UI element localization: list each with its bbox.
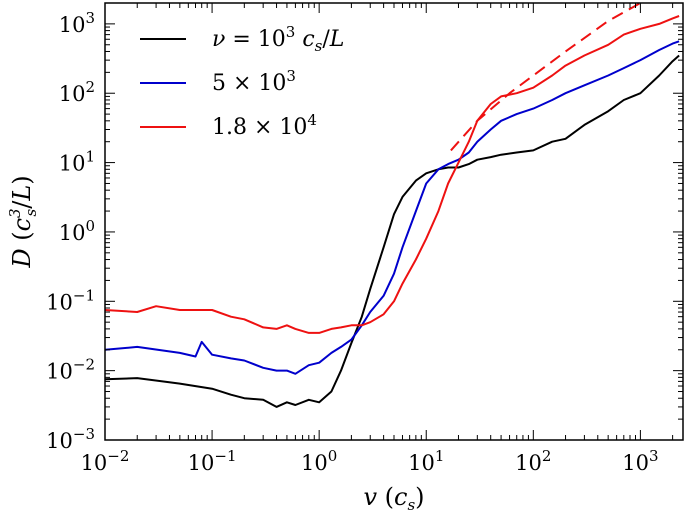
x-tick-label: 10−2 (81, 447, 130, 475)
ticks-layer (104, 2, 683, 441)
y-tick-label: 100 (59, 217, 95, 245)
legend-label-1: 5 × 103 (212, 67, 296, 96)
tick-label-layer: 10−2 10−1 100 101 102 10310−310−210−110010110… (46, 9, 658, 475)
y-tick-label: 10−2 (46, 356, 95, 384)
y-tick-label: 10−3 (46, 425, 95, 453)
series-layer (105, 3, 680, 408)
x-tick-label: 103 (622, 447, 658, 475)
x-tick-label: 101 (408, 447, 444, 475)
y-tick-label: 10−1 (46, 286, 95, 314)
series-fit-line (450, 3, 643, 152)
x-tick-label: 100 (301, 447, 337, 475)
legend: ν = 103 cs/L 5 × 103 1.8 × 104 (140, 23, 344, 140)
legend-label-2: 1.8 × 104 (212, 111, 317, 140)
y-axis-label: D (c3s/L) (6, 175, 40, 268)
y-tick-label: 101 (59, 148, 95, 176)
x-axis-label: v (cs) (363, 483, 424, 514)
series-line-0 (105, 54, 680, 408)
plot-frame (104, 2, 684, 441)
x-tick-label: 102 (515, 447, 551, 475)
x-tick-label: 10−1 (188, 447, 237, 475)
y-tick-label: 103 (59, 9, 95, 37)
legend-label-0: ν = 103 cs/L (212, 23, 344, 55)
y-tick-label: 102 (59, 78, 95, 106)
series-line-1 (105, 40, 680, 375)
series-line-2 (105, 15, 680, 334)
